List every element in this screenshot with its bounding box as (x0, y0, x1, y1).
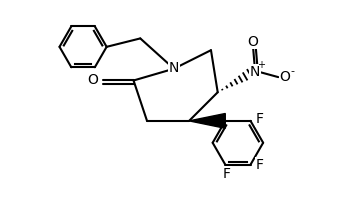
Text: O: O (88, 73, 98, 88)
Text: O: O (248, 35, 258, 49)
Text: N: N (250, 65, 260, 79)
Text: F: F (256, 158, 264, 172)
Text: +: + (257, 60, 266, 70)
Polygon shape (189, 113, 225, 128)
Text: F: F (256, 112, 264, 126)
Text: N: N (169, 61, 179, 75)
Text: -: - (291, 66, 295, 76)
Text: F: F (223, 167, 231, 181)
Text: O: O (280, 70, 290, 84)
